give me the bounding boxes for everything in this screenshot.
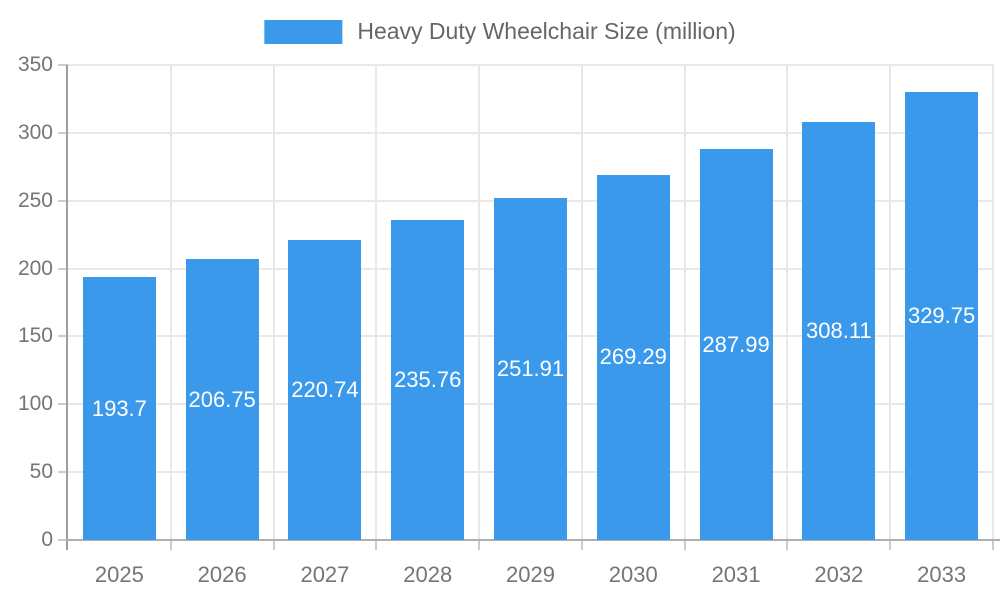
x-axis-label: 2031 bbox=[712, 562, 761, 588]
gridline-vertical bbox=[581, 65, 583, 540]
x-axis-label: 2033 bbox=[917, 562, 966, 588]
x-axis-label: 2025 bbox=[95, 562, 144, 588]
legend-swatch bbox=[264, 20, 342, 44]
x-axis-tick bbox=[889, 540, 891, 550]
bar-value-label: 235.76 bbox=[394, 367, 461, 393]
x-axis-tick bbox=[581, 540, 583, 550]
y-axis-line bbox=[66, 65, 68, 550]
gridline-vertical bbox=[889, 65, 891, 540]
chart-legend[interactable]: Heavy Duty Wheelchair Size (million) bbox=[264, 18, 735, 45]
bar-value-label: 308.11 bbox=[806, 318, 872, 344]
x-axis-tick bbox=[786, 540, 788, 550]
y-axis-label: 100 bbox=[0, 392, 53, 416]
y-axis-label: 50 bbox=[0, 460, 53, 484]
y-axis-label: 300 bbox=[0, 121, 53, 145]
bar-value-label: 287.99 bbox=[702, 332, 769, 358]
gridline-horizontal bbox=[68, 64, 993, 66]
y-axis-label: 350 bbox=[0, 53, 53, 77]
gridline-vertical bbox=[786, 65, 788, 540]
x-axis-label: 2029 bbox=[506, 562, 555, 588]
x-axis-tick bbox=[375, 540, 377, 550]
x-axis-tick bbox=[992, 540, 994, 550]
x-axis-label: 2026 bbox=[198, 562, 247, 588]
x-axis-tick bbox=[273, 540, 275, 550]
y-axis-label: 150 bbox=[0, 324, 53, 348]
gridline-vertical bbox=[273, 65, 275, 540]
bar-value-label: 329.75 bbox=[908, 303, 975, 329]
gridline-vertical bbox=[684, 65, 686, 540]
bar-value-label: 193.7 bbox=[92, 396, 147, 422]
legend-label: Heavy Duty Wheelchair Size (million) bbox=[357, 18, 735, 45]
x-axis-tick bbox=[170, 540, 172, 550]
bar-value-label: 251.91 bbox=[497, 356, 564, 382]
x-axis-tick bbox=[478, 540, 480, 550]
y-axis-label: 250 bbox=[0, 189, 53, 213]
gridline-vertical bbox=[992, 65, 994, 540]
bar-value-label: 206.75 bbox=[189, 387, 256, 413]
x-axis-label: 2032 bbox=[814, 562, 863, 588]
x-axis-label: 2028 bbox=[403, 562, 452, 588]
bar-value-label: 269.29 bbox=[600, 344, 667, 370]
y-axis-label: 0 bbox=[0, 528, 53, 552]
bar-chart: Heavy Duty Wheelchair Size (million) 0 50… bbox=[0, 0, 1000, 600]
x-axis-tick bbox=[684, 540, 686, 550]
x-axis-label: 2030 bbox=[609, 562, 658, 588]
bar-value-label: 220.74 bbox=[291, 377, 358, 403]
gridline-vertical bbox=[170, 65, 172, 540]
gridline-vertical bbox=[478, 65, 480, 540]
y-axis-label: 200 bbox=[0, 257, 53, 281]
x-axis-label: 2027 bbox=[300, 562, 349, 588]
gridline-vertical bbox=[375, 65, 377, 540]
